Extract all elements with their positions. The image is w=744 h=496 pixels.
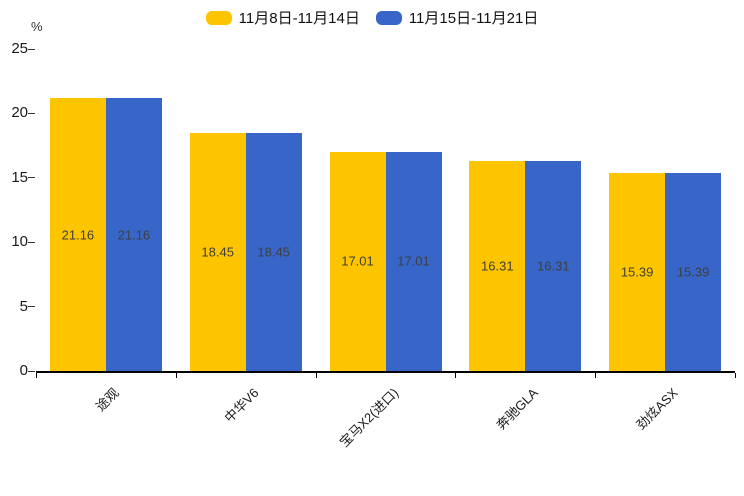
x-axis-category-label: 途观 <box>92 385 122 415</box>
y-axis-tick-label: 0 <box>19 362 28 379</box>
x-axis-tick <box>315 373 317 378</box>
y-axis-tick <box>28 112 35 114</box>
bar-series-2-宝马X2(进口)[interactable] <box>385 151 442 371</box>
bar-series-1-中华V6[interactable] <box>189 133 246 371</box>
x-axis-category-label: 奔驰GLA <box>493 385 542 433</box>
bar-series-1-劲炫ASX[interactable] <box>609 172 666 371</box>
x-axis-tick <box>735 373 736 378</box>
bar-value-label: 15.39 <box>676 264 710 280</box>
bar-series-1-宝马X2(进口)[interactable] <box>329 151 386 371</box>
bar-value-label: 18.45 <box>257 244 290 260</box>
y-axis-tick-label: 20 <box>11 104 28 122</box>
bar-series-2-劲炫ASX[interactable] <box>665 172 722 371</box>
bar-value-label: 15.39 <box>620 264 654 280</box>
legend-item-label: 11月15日-11月21日 <box>408 10 539 27</box>
bar-series-1-奔驰GLA[interactable] <box>469 160 526 371</box>
bar-value-label: 21.16 <box>117 227 151 243</box>
legend-item-series-1[interactable]: 11月8日-11月14日 <box>205 7 360 28</box>
x-axis-tick <box>36 373 37 378</box>
bar-value-label: 21.16 <box>61 227 95 243</box>
y-axis-tick-label: 25 <box>11 40 28 57</box>
bar-series-2-奔驰GLA[interactable] <box>525 160 582 371</box>
bar-series-2-中华V6[interactable] <box>245 133 302 371</box>
bar-series-2-途观[interactable] <box>105 98 162 371</box>
x-axis-category-label: 宝马X2(进口) <box>336 385 402 450</box>
y-axis-tick <box>28 177 35 179</box>
y-axis-tick <box>28 306 35 308</box>
y-axis-tick <box>28 370 35 372</box>
x-axis-line <box>36 371 735 373</box>
legend-swatch-icon <box>205 10 232 25</box>
x-axis-tick <box>455 373 457 378</box>
legend: 11月8日-11月14日 11月15日-11月21日 <box>0 7 744 28</box>
legend-item-label: 11月8日-11月14日 <box>238 10 360 27</box>
bar-value-label: 16.31 <box>481 258 514 274</box>
legend-swatch-icon <box>375 10 402 25</box>
x-axis-tick <box>595 373 597 378</box>
y-axis-tick <box>28 241 35 243</box>
x-axis-category-label: 中华V6 <box>221 385 262 426</box>
y-axis-unit-label: % <box>31 19 43 34</box>
y-axis-tick-label: 15 <box>11 168 28 186</box>
bar-series-1-途观[interactable] <box>49 98 106 371</box>
bar-value-label: 17.01 <box>397 253 430 269</box>
bar-value-label: 17.01 <box>341 253 374 269</box>
x-axis-category-label: 劲炫ASX <box>633 385 681 433</box>
bar-value-label: 16.31 <box>537 258 570 274</box>
bar-value-label: 18.45 <box>201 244 234 260</box>
x-axis-tick <box>175 373 177 378</box>
y-axis-tick-label: 10 <box>11 233 28 251</box>
y-axis-tick <box>28 48 35 50</box>
legend-item-series-2[interactable]: 11月15日-11月21日 <box>375 7 539 28</box>
y-axis-tick-label: 5 <box>19 297 28 315</box>
